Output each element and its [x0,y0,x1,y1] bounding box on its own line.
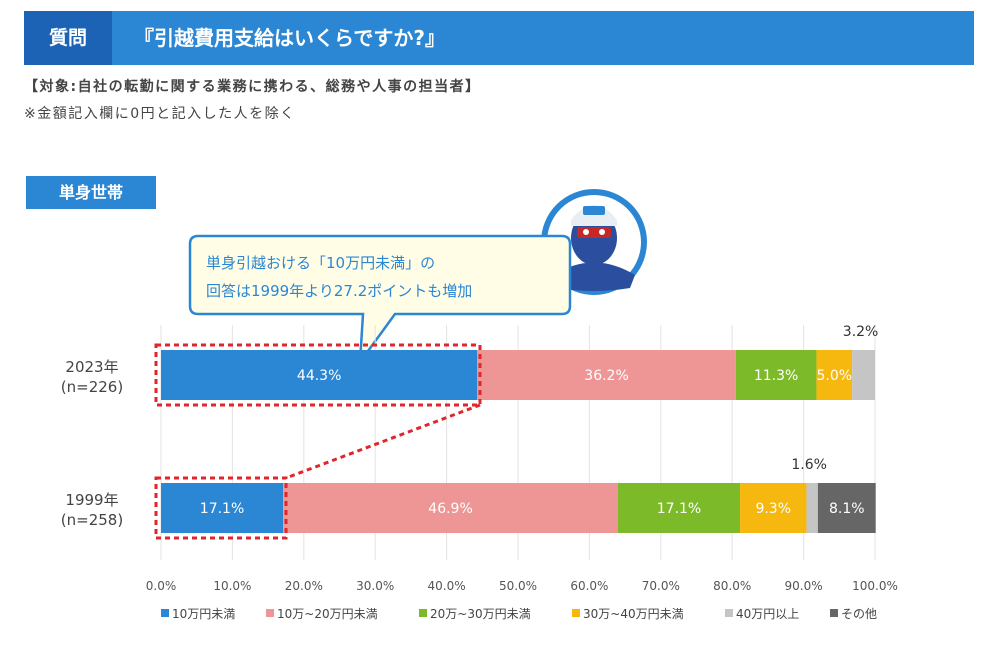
bar-segment [816,350,853,400]
legend-label: その他 [841,607,877,621]
category-n-label: (n=226) [61,378,123,396]
data-label: 8.1% [829,501,865,517]
question-tag: 質問 [24,11,112,65]
legend-label: 30万~40万円未満 [583,607,684,621]
question-text: 『引越費用支給はいくらですか?』 [134,26,446,50]
mascot-avatar-icon [541,189,647,295]
data-label: 17.1% [200,501,244,517]
data-label: 9.3% [755,501,791,517]
legend-swatch [572,609,580,617]
data-label: 1.6% [791,457,827,473]
bar-segment [740,483,807,533]
highlight-frame-2023 [154,343,482,407]
x-tick-label: 90.0% [785,579,823,593]
data-label: 3.2% [843,324,879,340]
legend-label: 10万円未満 [172,607,235,621]
bar-segment [735,350,817,400]
data-label: 17.1% [657,501,701,517]
legend-label: 10万~20万円未満 [277,607,378,621]
legend-swatch [725,609,733,617]
data-label: 46.9% [428,501,472,517]
bar-segment [477,350,736,400]
data-label: 11.3% [754,368,798,384]
bar-segment [806,483,818,533]
bar-segment [817,483,876,533]
callout-line-1: 単身引越おける「10万円未満」の [206,254,435,272]
category-year-label: 2023年 [65,358,118,376]
callout-line-2: 回答は1999年より27.2ポイントも増加 [206,282,472,300]
category-n-label: (n=258) [61,511,123,529]
section-label: 単身世帯 [26,176,156,209]
bar-segment [283,483,618,533]
data-label: 5.0% [817,368,853,384]
x-tick-label: 10.0% [213,579,251,593]
target-text: 【対象:自社の転勤に関する業務に携わる、総務や人事の担当者】 [24,79,481,95]
x-tick-label: 40.0% [428,579,466,593]
x-tick-label: 100.0% [852,579,898,593]
x-tick-label: 70.0% [642,579,680,593]
highlight-frame-1999 [154,476,288,540]
x-tick-label: 60.0% [570,579,608,593]
legend-swatch [161,609,169,617]
legend-swatch [266,609,274,617]
bar-segment [161,483,284,533]
callout-bubble: 単身引越おける「10万円未満」の 回答は1999年より27.2ポイントも増加 [188,234,572,367]
question-header: 質問 『引越費用支給はいくらですか?』 [24,11,974,65]
bar-segment [617,483,741,533]
highlight-connector [285,403,481,480]
data-label: 36.2% [584,368,628,384]
x-tick-label: 80.0% [713,579,751,593]
data-label: 44.3% [297,368,341,384]
legend-swatch [419,609,427,617]
x-tick-label: 0.0% [146,579,177,593]
note-text: ※金額記入欄に0円と記入した人を除く [24,106,296,122]
x-tick-label: 20.0% [285,579,323,593]
bar-segment [852,350,875,400]
bar-segment [161,350,478,400]
legend-swatch [830,609,838,617]
category-year-label: 1999年 [65,491,118,509]
x-tick-label: 50.0% [499,579,537,593]
x-tick-label: 30.0% [356,579,394,593]
legend-label: 40万円以上 [736,607,799,621]
legend-label: 20万~30万円未満 [430,607,531,621]
